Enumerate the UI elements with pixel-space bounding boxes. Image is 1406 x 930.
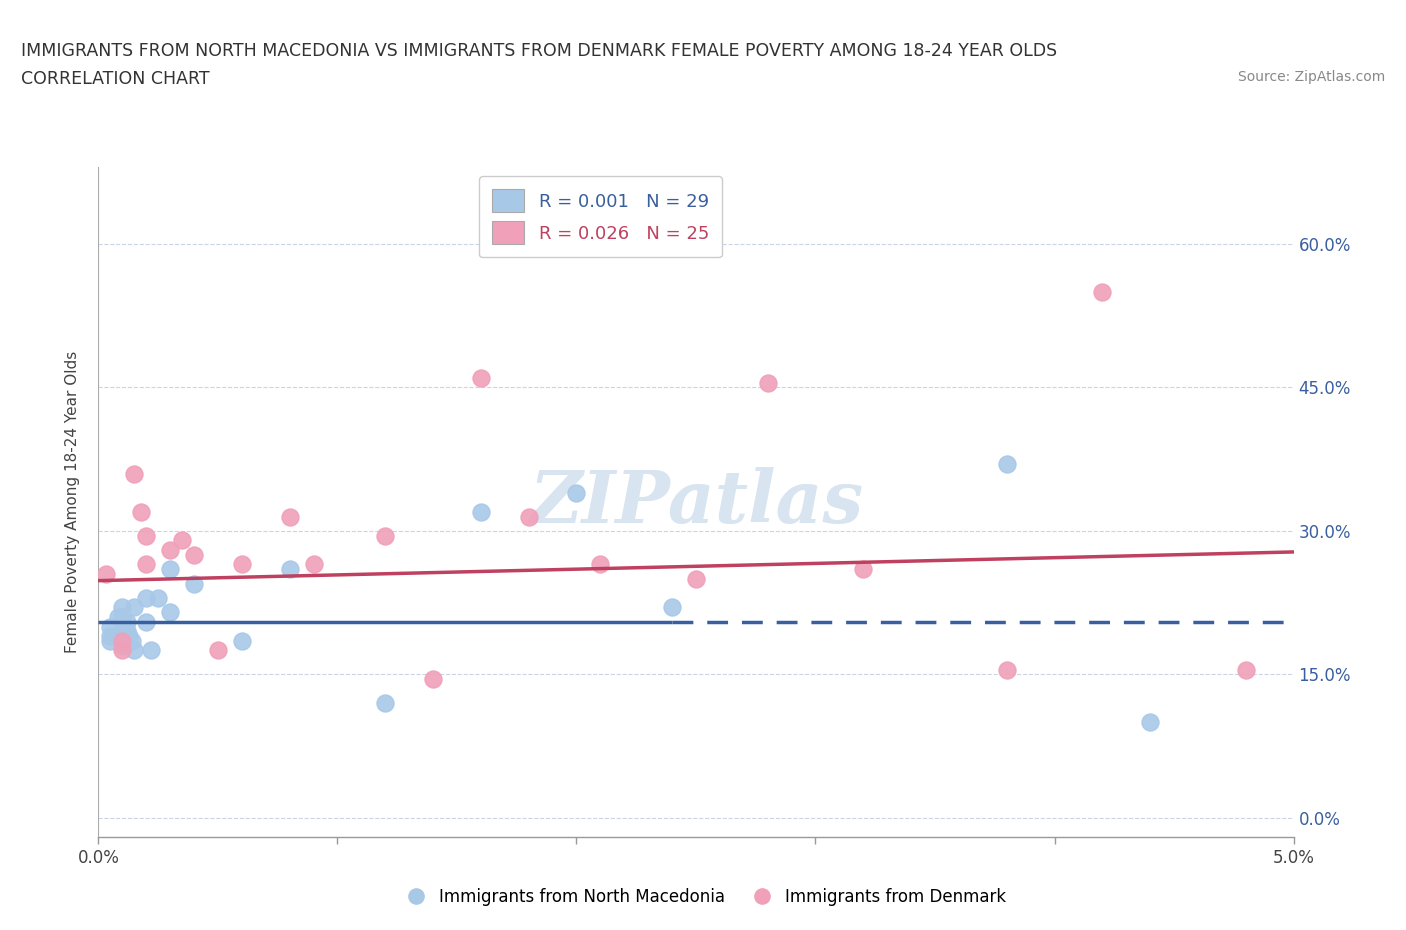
Point xyxy=(131,504,153,519)
Text: CORRELATION CHART: CORRELATION CHART xyxy=(21,70,209,87)
Point xyxy=(470,370,492,385)
Point xyxy=(159,542,181,557)
Point xyxy=(121,633,143,648)
Point xyxy=(100,629,122,644)
Point xyxy=(124,466,146,481)
Point xyxy=(995,662,1018,677)
Point xyxy=(231,557,253,572)
Text: ZIPatlas: ZIPatlas xyxy=(529,467,863,538)
Point xyxy=(278,509,301,524)
Point xyxy=(107,609,129,624)
Point xyxy=(159,604,181,619)
Point xyxy=(111,633,134,648)
Text: Source: ZipAtlas.com: Source: ZipAtlas.com xyxy=(1237,70,1385,84)
Legend: Immigrants from North Macedonia, Immigrants from Denmark: Immigrants from North Macedonia, Immigra… xyxy=(392,881,1014,912)
Point xyxy=(1234,662,1257,677)
Point xyxy=(135,557,157,572)
Point xyxy=(159,562,181,577)
Point xyxy=(685,571,707,586)
Point xyxy=(1091,285,1114,299)
Point xyxy=(100,619,122,634)
Point xyxy=(115,615,138,630)
Y-axis label: Female Poverty Among 18-24 Year Olds: Female Poverty Among 18-24 Year Olds xyxy=(65,352,80,654)
Point xyxy=(111,638,134,653)
Point xyxy=(111,600,134,615)
Point xyxy=(565,485,588,500)
Point xyxy=(94,566,117,581)
Point xyxy=(100,633,122,648)
Point xyxy=(111,609,134,624)
Legend: R = 0.001   N = 29, R = 0.026   N = 25: R = 0.001 N = 29, R = 0.026 N = 25 xyxy=(479,177,721,257)
Point xyxy=(422,671,444,686)
Point xyxy=(139,643,162,658)
Point xyxy=(231,633,253,648)
Point xyxy=(183,548,205,563)
Point xyxy=(111,643,134,658)
Point xyxy=(135,615,157,630)
Point xyxy=(183,576,205,591)
Text: IMMIGRANTS FROM NORTH MACEDONIA VS IMMIGRANTS FROM DENMARK FEMALE POVERTY AMONG : IMMIGRANTS FROM NORTH MACEDONIA VS IMMIG… xyxy=(21,42,1057,60)
Point xyxy=(148,591,170,605)
Point xyxy=(589,557,612,572)
Point xyxy=(852,562,875,577)
Point xyxy=(115,624,138,639)
Point xyxy=(374,528,396,543)
Point xyxy=(1139,715,1161,730)
Point xyxy=(374,696,396,711)
Point xyxy=(470,504,492,519)
Point xyxy=(118,629,141,644)
Point xyxy=(135,528,157,543)
Point xyxy=(302,557,325,572)
Point xyxy=(756,375,779,390)
Point xyxy=(124,643,146,658)
Point xyxy=(111,624,134,639)
Point xyxy=(517,509,540,524)
Point xyxy=(172,533,194,548)
Point xyxy=(661,600,683,615)
Point xyxy=(278,562,301,577)
Point xyxy=(207,643,229,658)
Point xyxy=(124,600,146,615)
Point xyxy=(995,457,1018,472)
Point xyxy=(135,591,157,605)
